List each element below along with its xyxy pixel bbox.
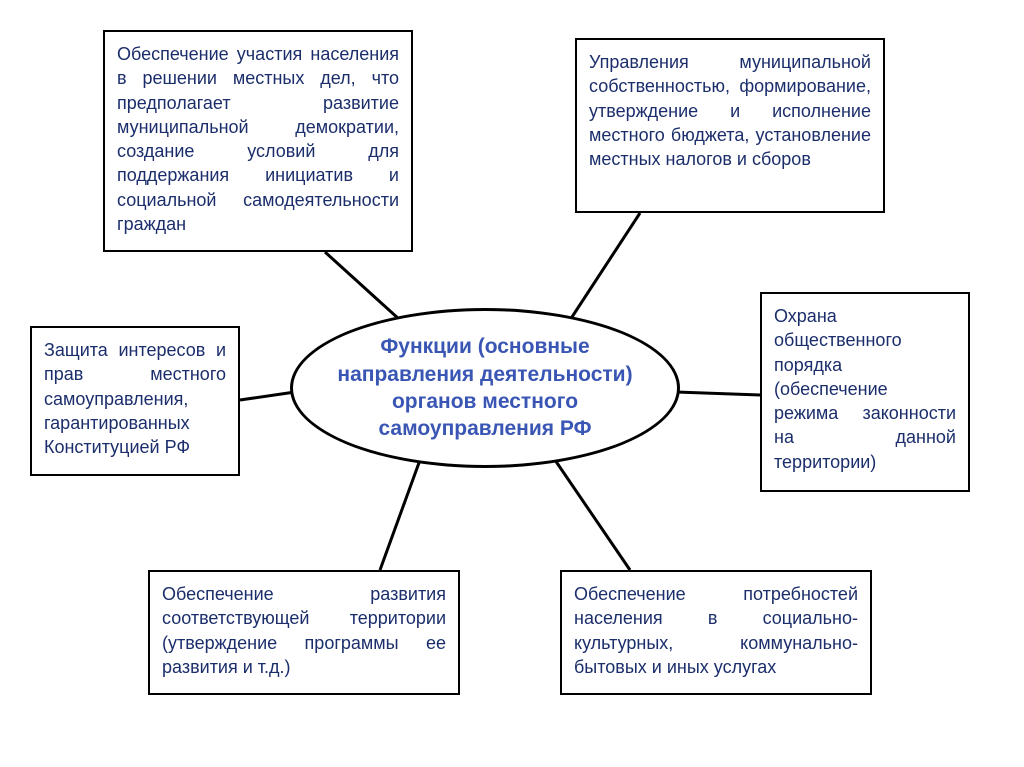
box-top-right-text: Управления муниципальной собственностью,… <box>589 50 871 171</box>
box-top-right: Управления муниципальной собственностью,… <box>575 38 885 213</box>
connector <box>240 392 295 400</box>
box-bottom-left-text: Обеспечение развития соответствующей тер… <box>162 582 446 679</box>
box-mid-right: Охрана общественного порядка (обеспечени… <box>760 292 970 492</box>
center-title: Функции (основные направления деятельнос… <box>313 333 657 442</box>
box-top-left-text: Обеспечение участия населения в решении … <box>117 42 399 236</box>
connector <box>555 460 630 570</box>
box-bottom-right-text: Обеспечение потребностей населения в соц… <box>574 582 858 679</box>
connector <box>570 213 640 320</box>
connector <box>325 252 400 320</box>
box-bottom-right: Обеспечение потребностей населения в соц… <box>560 570 872 695</box>
connector <box>380 460 420 570</box>
connector <box>676 392 760 395</box>
box-mid-left: Защита интересов и прав местного самоупр… <box>30 326 240 476</box>
box-bottom-left: Обеспечение развития соответствующей тер… <box>148 570 460 695</box>
box-top-left: Обеспечение участия населения в решении … <box>103 30 413 252</box>
box-mid-right-text: Охрана общественного порядка (обеспечени… <box>774 304 956 474</box>
box-mid-left-text: Защита интересов и прав местного самоупр… <box>44 338 226 459</box>
center-node: Функции (основные направления деятельнос… <box>290 308 680 468</box>
